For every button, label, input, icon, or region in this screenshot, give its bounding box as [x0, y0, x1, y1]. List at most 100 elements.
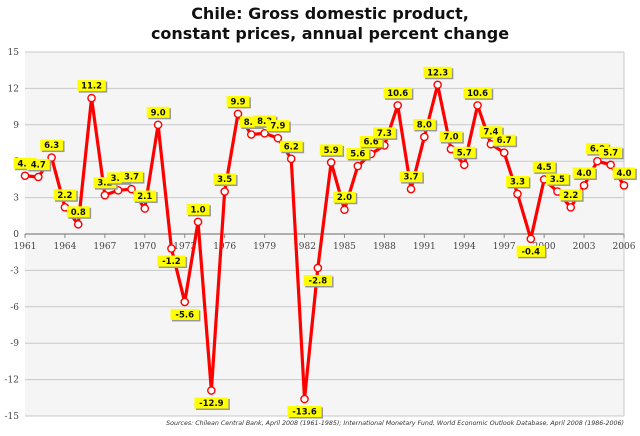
data-label-text: 2.2 [57, 191, 72, 201]
data-label-text: 2.0 [337, 193, 352, 203]
data-label-box [506, 175, 529, 187]
data-label-box [412, 118, 436, 130]
x-tick-label: 1994 [453, 242, 476, 252]
data-label: 10.6 [383, 87, 414, 100]
data-point [180, 297, 190, 307]
data-label-box [373, 127, 396, 139]
data-label: 4.0 [572, 167, 597, 180]
y-tick-label: -12 [5, 376, 20, 386]
data-point [47, 153, 56, 162]
data-label: 7.0 [439, 131, 464, 144]
data-label-box [253, 115, 276, 127]
data-label: 3.7 [120, 171, 145, 184]
data-point [353, 161, 363, 171]
data-label-text: 1.0 [191, 205, 206, 215]
data-label-box [559, 189, 583, 201]
data-label: -5.6 [170, 308, 201, 322]
data-label-text: 11.2 [81, 82, 102, 92]
data-point [499, 148, 509, 158]
data-label-text: 6.2 [284, 142, 299, 152]
data-label-text: 6.3 [44, 141, 59, 151]
data-label-box [546, 173, 569, 185]
data-label: 6.6 [359, 135, 384, 149]
data-point [606, 160, 615, 170]
data-label-box [303, 274, 333, 286]
data-label: 4.8 [13, 157, 38, 171]
data-label: 3.7 [399, 171, 424, 184]
data-label-box [359, 135, 383, 147]
data-label: 8.2 [239, 116, 265, 130]
data-point [153, 120, 163, 130]
data-label: 5.7 [452, 146, 478, 160]
data-label: 5.7 [599, 146, 624, 160]
data-point [233, 109, 243, 119]
data-label-text: 8.3 [257, 117, 272, 127]
data-label-box [479, 126, 503, 138]
data-label-box [226, 95, 250, 107]
data-label: 4.7 [26, 158, 52, 172]
data-point [473, 101, 482, 110]
data-label-box [516, 245, 546, 257]
data-label-text: 2.1 [137, 192, 152, 202]
data-label-text: 5.6 [350, 150, 365, 160]
data-label-text: 7.0 [443, 133, 458, 143]
data-label-box [346, 148, 370, 160]
data-label: 9.9 [226, 95, 251, 109]
data-point [167, 244, 176, 253]
data-label-box [333, 191, 356, 203]
data-label: -12.9 [194, 397, 230, 411]
data-label-text: -5.6 [175, 310, 194, 320]
data-label: 5.9 [319, 144, 345, 157]
data-label-box [383, 87, 412, 99]
x-tick-label: 1964 [53, 242, 76, 252]
data-point [526, 234, 536, 244]
data-point [300, 394, 309, 404]
data-label-text: -2.8 [309, 276, 328, 286]
data-label-text: 10.6 [467, 89, 488, 99]
data-point [326, 158, 336, 167]
data-label: 7.9 [266, 120, 291, 133]
data-point [127, 184, 136, 194]
data-label-text: 8.2 [244, 118, 259, 128]
data-label: 8.3 [253, 115, 278, 128]
data-label-box [26, 158, 50, 170]
data-label-box [77, 80, 106, 92]
data-point [313, 263, 323, 273]
data-label-text: 4.7 [31, 160, 46, 170]
data-label-box [120, 171, 143, 183]
data-label-text: 5.7 [603, 148, 618, 158]
data-label: -1.2 [157, 255, 188, 269]
data-point [34, 172, 43, 182]
data-label: 3.5 [546, 173, 571, 187]
series-line [24, 83, 626, 401]
data-point [579, 181, 589, 190]
data-label-text: -12.9 [199, 399, 224, 409]
data-label-box [492, 134, 516, 146]
x-tick-label: 1961 [14, 242, 37, 252]
data-label: 3.5 [213, 173, 238, 187]
data-label-box [157, 255, 186, 267]
data-point [140, 204, 150, 213]
data-label: 2.0 [333, 191, 358, 205]
y-tick-label: 9 [13, 121, 19, 131]
data-label-text: 9.0 [151, 108, 166, 118]
data-label: 3.2 [93, 177, 118, 190]
data-label-text: 12.3 [427, 68, 448, 78]
data-label: 3.3 [506, 175, 531, 189]
x-tick-label: 1991 [413, 242, 436, 252]
data-point [393, 101, 403, 110]
y-tick-label: 3 [13, 194, 19, 204]
y-tick-label: 0 [13, 230, 19, 240]
data-label-box [439, 131, 463, 143]
data-point [420, 132, 429, 142]
data-label-text: 7.3 [377, 129, 392, 139]
data-label: 6.2 [279, 140, 305, 154]
x-tick-label: 1988 [373, 242, 396, 252]
data-label: 7.3 [373, 127, 398, 140]
data-label-text: 4.0 [577, 169, 592, 179]
data-label-text: -1.2 [162, 257, 181, 267]
y-tick-label: -9 [10, 339, 19, 349]
data-label-box [532, 161, 556, 173]
data-label-box [266, 120, 290, 132]
data-label-box [213, 173, 237, 185]
